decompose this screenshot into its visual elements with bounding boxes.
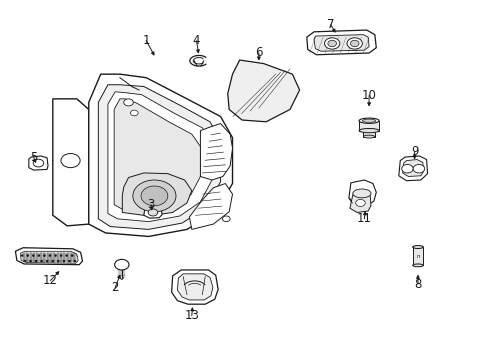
Text: 5: 5	[30, 150, 37, 163]
Polygon shape	[348, 180, 376, 207]
Circle shape	[33, 159, 43, 167]
Polygon shape	[89, 74, 232, 237]
Circle shape	[141, 186, 167, 206]
Polygon shape	[313, 35, 368, 51]
Text: 3: 3	[147, 198, 154, 211]
Polygon shape	[306, 30, 376, 55]
Circle shape	[114, 259, 129, 270]
Circle shape	[350, 40, 358, 47]
Polygon shape	[363, 131, 374, 136]
Polygon shape	[200, 123, 232, 180]
Text: 7: 7	[326, 18, 334, 31]
Ellipse shape	[362, 119, 375, 122]
Text: 13: 13	[184, 309, 199, 322]
Polygon shape	[189, 184, 232, 229]
Text: n: n	[415, 254, 419, 259]
Circle shape	[412, 165, 424, 173]
Text: 1: 1	[142, 34, 150, 47]
Text: 6: 6	[255, 46, 262, 59]
Circle shape	[324, 38, 339, 49]
Text: 10: 10	[361, 89, 376, 102]
Polygon shape	[20, 251, 78, 263]
Polygon shape	[143, 207, 162, 218]
Circle shape	[346, 38, 362, 49]
Polygon shape	[98, 85, 220, 229]
Text: 9: 9	[410, 145, 418, 158]
Text: 4: 4	[192, 34, 200, 47]
Text: 12: 12	[43, 274, 58, 287]
Circle shape	[61, 153, 80, 168]
Polygon shape	[227, 60, 299, 122]
Circle shape	[148, 209, 158, 216]
Circle shape	[133, 180, 176, 212]
Text: 11: 11	[356, 212, 371, 225]
Ellipse shape	[412, 246, 423, 248]
Polygon shape	[402, 159, 423, 176]
Circle shape	[355, 199, 365, 207]
Polygon shape	[53, 99, 89, 226]
Polygon shape	[398, 156, 427, 181]
Circle shape	[327, 40, 336, 47]
Circle shape	[401, 165, 412, 173]
Polygon shape	[122, 173, 191, 216]
Circle shape	[130, 110, 138, 116]
Polygon shape	[358, 121, 378, 131]
Polygon shape	[177, 274, 212, 300]
Circle shape	[123, 99, 133, 106]
Polygon shape	[349, 194, 370, 212]
Circle shape	[222, 216, 230, 222]
Polygon shape	[29, 156, 48, 170]
Ellipse shape	[358, 118, 378, 123]
Polygon shape	[114, 99, 200, 212]
Ellipse shape	[412, 264, 423, 267]
Polygon shape	[412, 247, 423, 265]
Polygon shape	[16, 248, 82, 265]
Ellipse shape	[358, 129, 378, 133]
Polygon shape	[108, 92, 211, 222]
Polygon shape	[171, 270, 218, 304]
Ellipse shape	[363, 135, 374, 138]
Text: 8: 8	[413, 278, 421, 291]
Ellipse shape	[352, 189, 370, 198]
Text: 2: 2	[111, 281, 119, 294]
